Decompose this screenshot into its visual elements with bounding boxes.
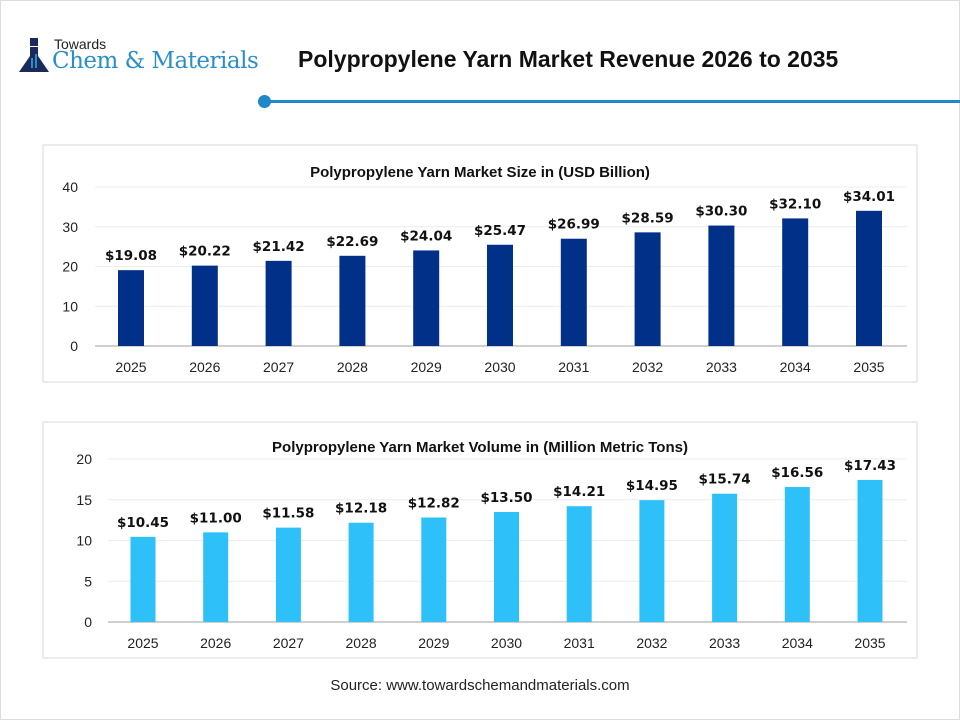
bar-2031: [566, 506, 592, 622]
logo-text-main: Chem & Materials: [52, 48, 259, 74]
bar-2031: [560, 238, 587, 346]
data-label: $11.00: [190, 510, 242, 526]
data-label: $17.43: [844, 458, 896, 474]
page-title: Polypropylene Yarn Market Revenue 2026 t…: [298, 46, 839, 72]
bar-2033: [708, 225, 735, 346]
data-label: $19.08: [105, 248, 157, 264]
y-tick-label: 0: [70, 338, 78, 354]
data-label: $25.47: [474, 223, 526, 239]
bar-2032: [634, 232, 661, 346]
x-tick-label: 2035: [853, 359, 884, 375]
x-tick-label: 2030: [491, 635, 522, 651]
data-label: $14.95: [626, 478, 678, 494]
bar-2025: [130, 536, 156, 622]
bar-2029: [421, 517, 447, 622]
chart-title: Polypropylene Yarn Market Volume in (Mil…: [272, 439, 688, 456]
x-tick-label: 2025: [115, 359, 146, 375]
data-label: $12.82: [408, 496, 460, 512]
data-label: $13.50: [480, 490, 532, 506]
y-tick-label: 10: [76, 533, 92, 549]
bar-2026: [191, 265, 218, 346]
x-tick-label: 2025: [127, 635, 158, 651]
bar-2033: [712, 493, 738, 622]
x-tick-label: 2026: [200, 635, 231, 651]
data-label: $15.74: [699, 472, 751, 488]
x-tick-label: 2026: [189, 359, 220, 375]
data-label: $20.22: [179, 244, 231, 260]
bar-2032: [639, 500, 665, 622]
bar-2030: [487, 244, 513, 346]
y-tick-label: 20: [62, 259, 78, 275]
x-tick-label: 2034: [782, 635, 813, 651]
data-label: $14.21: [553, 484, 605, 500]
x-tick-label: 2028: [346, 635, 377, 651]
bar-2035: [857, 479, 883, 622]
bar-2028: [348, 522, 374, 622]
chart-title: Polypropylene Yarn Market Size in (USD B…: [310, 164, 650, 181]
y-tick-label: 0: [84, 614, 92, 630]
y-tick-label: 10: [62, 298, 78, 314]
bar-2025: [118, 270, 144, 346]
data-label: $34.01: [843, 189, 895, 205]
bar-2027: [265, 260, 292, 346]
data-label: $11.58: [262, 506, 314, 522]
data-label: $22.69: [326, 234, 378, 250]
x-tick-label: 2031: [558, 359, 589, 375]
x-tick-label: 2032: [632, 359, 663, 375]
chart-frame: [42, 144, 918, 383]
source-note: Source: www.towardschemandmaterials.com: [330, 677, 630, 694]
bar-2034: [782, 218, 809, 346]
data-label: $21.42: [253, 239, 305, 255]
bar-2026: [203, 532, 229, 622]
bar-2034: [784, 487, 810, 622]
data-label: $24.04: [400, 228, 452, 244]
x-tick-label: 2033: [706, 359, 737, 375]
data-label: $16.56: [771, 465, 823, 481]
bar-2030: [494, 511, 519, 622]
x-tick-label: 2028: [337, 359, 368, 375]
bar-2035: [856, 210, 882, 346]
x-tick-label: 2027: [273, 635, 304, 651]
data-label: $12.18: [335, 501, 387, 517]
x-tick-label: 2031: [564, 635, 595, 651]
x-tick-label: 2035: [854, 635, 885, 651]
y-tick-label: 20: [76, 451, 92, 467]
y-tick-label: 30: [62, 219, 78, 235]
x-tick-label: 2029: [418, 635, 449, 651]
x-tick-label: 2034: [780, 359, 811, 375]
data-label: $26.99: [548, 217, 600, 233]
logo-text-top: Towards: [54, 36, 107, 52]
title-rule-dot: [258, 95, 271, 108]
bar-2028: [339, 255, 366, 346]
bar-2027: [275, 527, 301, 622]
y-tick-label: 40: [62, 179, 78, 195]
x-tick-label: 2030: [484, 359, 515, 375]
bar-2029: [413, 250, 440, 346]
y-tick-label: 15: [76, 492, 92, 508]
data-label: $28.59: [622, 210, 674, 226]
title-rule: [265, 100, 960, 103]
data-label: $30.30: [695, 204, 747, 220]
x-tick-label: 2033: [709, 635, 740, 651]
flask-icon: [19, 38, 49, 72]
x-tick-label: 2027: [263, 359, 294, 375]
data-label: $10.45: [117, 515, 169, 531]
x-tick-label: 2032: [636, 635, 667, 651]
x-tick-label: 2029: [411, 359, 442, 375]
data-label: $32.10: [769, 196, 821, 212]
y-tick-label: 5: [84, 573, 92, 589]
